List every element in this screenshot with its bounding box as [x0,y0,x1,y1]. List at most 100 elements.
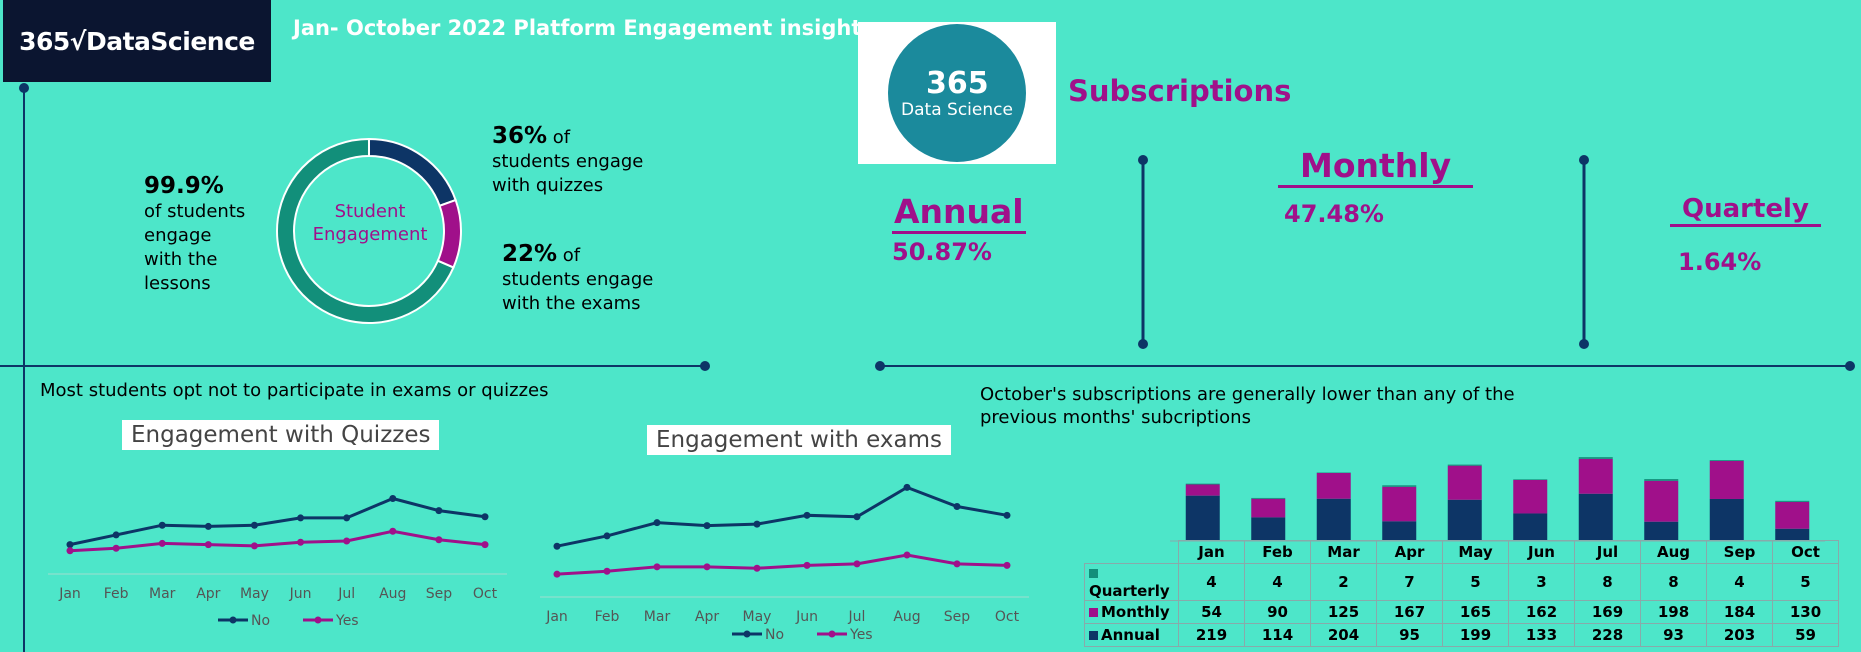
data-point-no [66,541,74,549]
caption-subscriptions-line1: October's subscriptions are generally lo… [980,384,1515,405]
bar-quarterly [1775,500,1810,502]
table-row: Quarterly 4 4 2 7 5 3 8 8 4 5 [1084,563,1839,601]
data-point-yes [553,570,561,578]
bar-monthly [1513,479,1548,514]
bar-monthly [1709,460,1744,499]
data-point-no [653,519,661,527]
donut-segment-quizzes [368,137,457,208]
x-tick-label: Jul [337,586,355,602]
bar-quarterly [1251,497,1286,499]
x-tick-label: Mar [644,609,671,625]
bar-monthly [1447,465,1482,500]
data-point-no [853,513,861,521]
table-cell: 95 [1376,623,1443,647]
data-point-yes [66,547,74,555]
table-cell: 203 [1706,623,1773,647]
table-cell: 165 [1442,600,1509,624]
brand-logo-text: 365√DataScience [19,26,255,56]
bar-quarterly [1644,479,1679,481]
bar-annual [1185,495,1220,541]
x-tick-label: Apr [196,586,220,602]
bar-quarterly [1709,460,1744,461]
table-cell: 8 [1640,563,1707,601]
x-tick-label: Jul [848,609,866,625]
legend-swatch [1089,631,1098,640]
logo-number: 365 [926,66,989,101]
data-point-no [204,522,212,530]
bar-quarterly [1447,464,1482,466]
table-cell: 169 [1574,600,1641,624]
data-point-no [753,520,761,528]
data-point-yes [653,563,661,571]
legend-label-yes: Yes [335,613,359,629]
bar-quarterly [1513,479,1548,480]
table-column-header: May [1442,540,1509,564]
x-tick-label: Feb [595,609,620,625]
x-tick-label: Sep [426,586,453,602]
legend-marker-no [229,616,237,624]
x-tick-label: May [240,586,269,602]
x-tick-label: Aug [893,609,920,625]
data-point-no [250,521,258,529]
legend-swatch [1089,569,1098,578]
brand-logo: 365√DataScience [3,0,271,82]
bar-monthly [1316,472,1351,499]
subscription-annual-name: Annual [892,192,1026,234]
data-point-yes [803,561,811,569]
data-point-no [389,495,397,502]
data-point-no [703,522,711,530]
table-column-header: Jan [1178,540,1245,564]
series-line-yes [556,553,1008,576]
data-point-yes [753,564,761,572]
x-tick-label: Sep [944,609,971,625]
data-point-no [1003,511,1011,519]
chart-quizzes-title: Engagement with Quizzes [122,420,440,450]
table-cell: 125 [1310,600,1377,624]
table-cell: 5 [1442,563,1509,601]
table-cell: 198 [1640,600,1707,624]
stat-lessons: 99.9% of students engage with the lesson… [144,174,254,296]
data-point-no [343,514,351,522]
table-cell: 228 [1574,623,1641,647]
series-line-no [556,485,1008,548]
stat-lessons-value: 99.9% [144,173,224,199]
table-cell: 204 [1310,623,1377,647]
legend-label-yes: Yes [849,627,873,643]
bar-annual [1513,513,1548,541]
table-column-header: Mar [1310,540,1377,564]
data-point-yes [703,563,711,571]
table-row-header: Monthly [1084,600,1179,624]
subscription-quarterly-name: Quartely [1670,194,1821,227]
data-point-yes [204,541,212,549]
legend-marker-no [743,630,751,638]
subscription-monthly-pct: 47.48% [1284,200,1384,228]
bar-monthly [1382,486,1417,522]
data-point-no [158,521,166,529]
stat-quizzes-value: 36% [492,123,548,149]
data-point-yes [481,541,489,549]
legend-marker-yes [314,616,322,624]
stat-quizzes-text: of students engage with quizzes [492,127,644,196]
series-line-no [69,496,486,547]
bar-annual [1251,517,1286,541]
legend-label-no: No [251,613,270,629]
bar-annual [1644,521,1679,541]
bar-monthly [1578,458,1613,494]
table-cell: 5 [1772,563,1839,601]
table-corner [1085,541,1179,564]
table-cell: 114 [1244,623,1311,647]
data-point-no [553,542,561,550]
x-tick-label: Oct [473,586,498,602]
chart-exams-title: Engagement with exams [647,425,951,455]
table-cell: 199 [1442,623,1509,647]
table-row-header: Quarterly [1084,563,1179,601]
table-column-header: Oct [1772,540,1839,564]
data-point-yes [603,567,611,575]
table-cell: 162 [1508,600,1575,624]
data-point-yes [297,538,305,546]
subscriptions-data-table: Jan Feb Mar Apr May Jun Jul Aug Sep Oct Quarterly 4… [1084,540,1839,647]
data-point-yes [112,544,120,552]
table-column-header: Sep [1706,540,1773,564]
subscription-annual-pct: 50.87% [892,238,992,266]
